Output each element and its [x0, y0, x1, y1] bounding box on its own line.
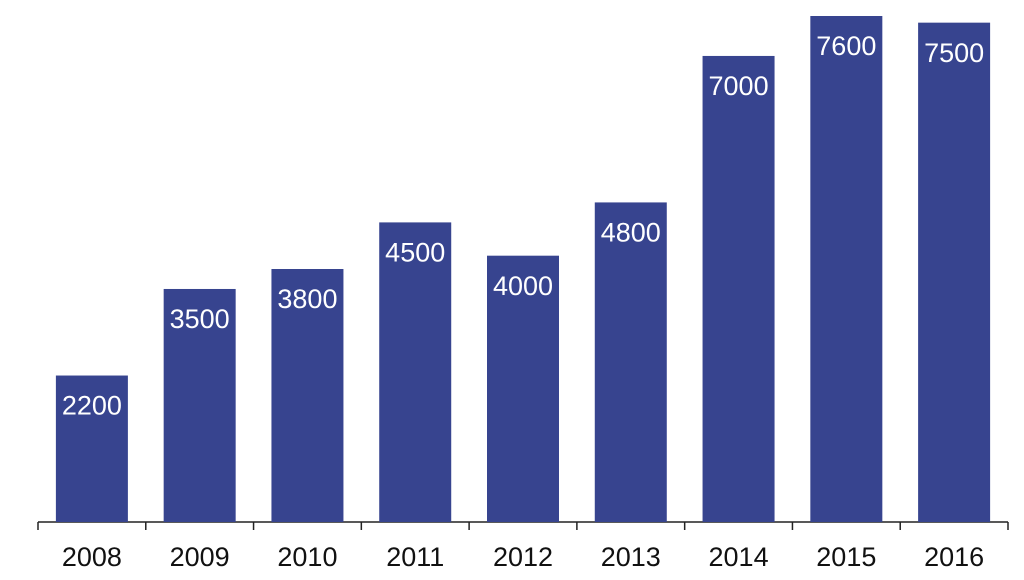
x-tick-label: 2015 [816, 542, 876, 572]
bar [702, 55, 775, 523]
bar [55, 375, 128, 522]
value-label: 7000 [709, 71, 769, 101]
x-tick-label: 2011 [386, 542, 444, 572]
value-label: 4500 [385, 238, 445, 268]
bar [487, 255, 559, 522]
bar [379, 222, 452, 523]
x-tick-label: 2016 [924, 542, 984, 572]
bar [594, 202, 667, 522]
value-label: 3800 [277, 284, 337, 314]
value-label: 7600 [816, 31, 876, 61]
x-tick-label: 2012 [493, 542, 553, 572]
x-tick-label: 2008 [62, 542, 122, 572]
x-tick-label: 2014 [709, 542, 769, 572]
value-label: 4800 [601, 218, 661, 248]
bar [163, 288, 236, 522]
bar [810, 16, 883, 522]
x-tick-label: 2010 [277, 542, 337, 572]
bar [918, 22, 991, 522]
x-tick-label: 2009 [170, 542, 230, 572]
bar [271, 269, 344, 522]
value-label: 3500 [170, 304, 230, 334]
value-label: 4000 [493, 271, 553, 301]
value-label: 7500 [924, 38, 984, 68]
x-tick-label: 2013 [601, 542, 661, 572]
value-label: 2200 [62, 391, 122, 421]
